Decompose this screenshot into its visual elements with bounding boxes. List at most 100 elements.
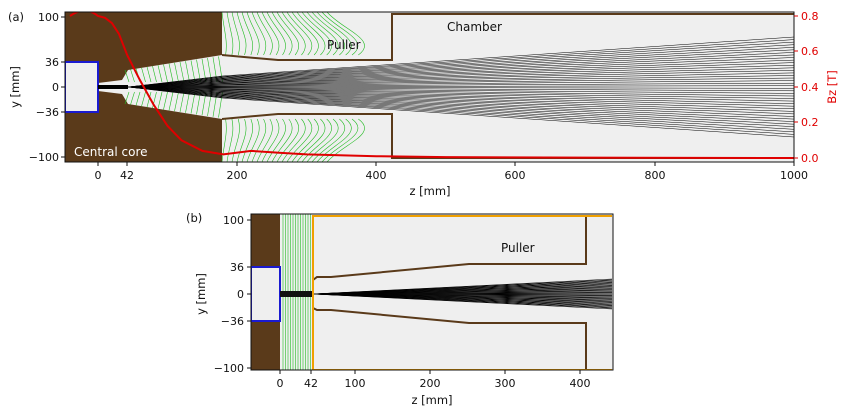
panel-b-frame	[250, 213, 614, 371]
puller-label-a: Puller	[327, 38, 361, 52]
panel-a-y2tick: 0.0	[801, 152, 819, 165]
panel-a-y-ticks	[61, 16, 65, 158]
field-line	[185, 61, 190, 83]
panel-b-xlabel: z [mm]	[411, 393, 452, 407]
field-line	[236, 12, 247, 56]
panel-a-ytick: −100	[29, 151, 59, 164]
field-line	[135, 91, 141, 106]
field-line	[301, 12, 332, 56]
field-line	[221, 12, 227, 56]
field-line	[130, 69, 135, 83]
field-line	[261, 12, 280, 56]
field-line	[281, 118, 306, 162]
panel-a-xtick: 0	[95, 169, 102, 182]
electrode-outline	[65, 61, 99, 113]
beam-trajectory	[311, 293, 613, 310]
panel-b-y-ticks	[247, 219, 251, 369]
bz-field-curve	[69, 12, 794, 159]
panel-b-xtick: 42	[304, 377, 318, 390]
panel-b-xtick: 200	[420, 377, 441, 390]
field-line	[266, 12, 286, 56]
field-line	[276, 118, 299, 162]
field-line	[246, 12, 260, 56]
field-line	[226, 118, 234, 162]
field-line	[271, 12, 293, 56]
panel-b-ytick: 0	[237, 288, 244, 301]
field-line	[221, 118, 227, 162]
field-line	[163, 64, 168, 83]
field-line	[226, 12, 234, 56]
field-line	[326, 118, 365, 162]
field-line	[306, 118, 339, 162]
panel-a-xtick: 400	[366, 169, 387, 182]
field-line	[251, 12, 267, 56]
field-line	[241, 118, 253, 162]
field-line	[179, 61, 185, 83]
field-line	[261, 118, 280, 162]
field-line	[271, 118, 293, 162]
panel-b: (b) Puller 0 42 100 200 300 400	[186, 211, 614, 407]
panel-a-xtick: 42	[120, 169, 134, 182]
puller-wall-lower-b	[312, 307, 587, 370]
field-line	[316, 118, 352, 162]
field-line	[296, 118, 326, 162]
field-line	[236, 118, 247, 162]
chamber-label: Chamber	[447, 20, 502, 34]
field-line	[163, 91, 168, 110]
field-line	[306, 12, 339, 56]
beam-trajectory	[127, 86, 794, 138]
panel-a-ytick: −36	[36, 106, 59, 119]
field-line	[146, 91, 152, 108]
field-line	[185, 91, 190, 113]
field-line	[291, 118, 319, 162]
field-lines-a	[124, 12, 365, 162]
beam-trajectories-b	[311, 278, 613, 310]
panel-a-ytick: 0	[52, 81, 59, 94]
field-line	[296, 12, 326, 56]
field-line	[174, 91, 179, 112]
field-line	[266, 118, 286, 162]
panel-a-y2tick: 0.2	[801, 116, 819, 129]
field-line	[321, 118, 359, 162]
field-line	[157, 65, 163, 83]
field-line	[231, 118, 240, 162]
field-line	[311, 12, 346, 56]
field-line	[311, 118, 346, 162]
panel-b-xtick: 400	[570, 377, 591, 390]
field-line	[124, 69, 130, 83]
field-line	[251, 118, 267, 162]
panel-a-y2tick: 0.6	[801, 45, 819, 58]
boundary-outline-b	[312, 215, 612, 370]
field-line	[141, 91, 146, 107]
field-line	[256, 12, 273, 56]
field-line	[152, 65, 157, 83]
panel-a: (a) Chamber Puller Central core	[8, 10, 839, 198]
panel-a-y2label: Bz [T]	[825, 70, 839, 104]
panel-a-ytick: 100	[38, 11, 59, 24]
panel-a-y2-ticks	[794, 15, 798, 159]
puller-wall-upper-b	[312, 216, 587, 281]
panel-b-ytick: −100	[214, 362, 244, 375]
central-core-region	[65, 12, 222, 162]
central-core-label: Central core	[74, 145, 148, 159]
field-line	[286, 12, 313, 56]
field-line	[301, 118, 332, 162]
panel-b-ytick: 100	[223, 214, 244, 227]
field-line	[196, 59, 201, 83]
field-line	[276, 12, 299, 56]
field-line	[196, 91, 201, 115]
field-line	[281, 12, 306, 56]
field-line	[146, 66, 152, 83]
panel-a-xlabel: z [mm]	[409, 184, 450, 198]
panel-b-plot-area	[251, 214, 613, 370]
panel-a-plot-area	[65, 12, 794, 162]
electrode-outline-b	[251, 266, 281, 322]
puller-label-b: Puller	[501, 241, 535, 255]
field-line	[286, 118, 313, 162]
field-line	[168, 63, 174, 83]
panel-b-xtick: 100	[345, 377, 366, 390]
panel-a-xtick: 600	[505, 169, 526, 182]
panel-b-xtick: 300	[495, 377, 516, 390]
beam-core	[98, 85, 128, 89]
